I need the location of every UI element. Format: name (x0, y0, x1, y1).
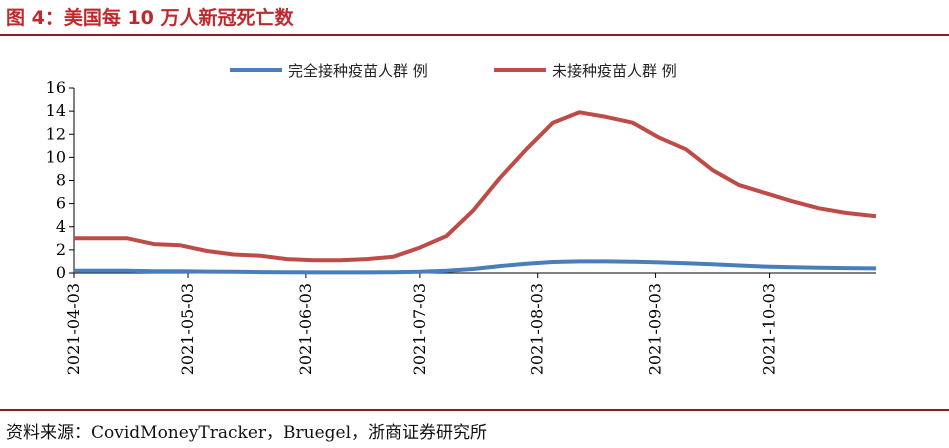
series-line-0 (74, 259, 877, 275)
y-tick-label: 4 (56, 217, 66, 236)
x-tick-label: 2021-07-03 (410, 283, 429, 375)
series-lines (74, 110, 877, 275)
top-rule (0, 34, 949, 36)
chart-legend: 完全接种疫苗人群 例 未接种疫苗人群 例 (230, 62, 677, 80)
y-tick-label: 2 (56, 240, 66, 259)
y-tick-label: 10 (46, 147, 66, 166)
x-tick-label: 2021-06-03 (296, 283, 315, 375)
x-tick-label: 2021-08-03 (528, 283, 547, 375)
series-line-1 (74, 110, 877, 263)
legend-label-1: 未接种疫苗人群 例 (552, 62, 677, 80)
y-tick-label: 6 (56, 194, 66, 213)
chart-axes (73, 88, 876, 274)
x-tick-label: 2021-09-03 (646, 283, 665, 375)
y-tick-label: 0 (56, 263, 66, 282)
legend-label-0: 完全接种疫苗人群 例 (288, 62, 428, 80)
source-note: 资料来源：CovidMoneyTracker，Bruegel，浙商证券研究所 (6, 423, 488, 443)
x-tick-label: 2021-04-03 (64, 283, 83, 375)
y-tick-label: 8 (56, 171, 66, 190)
x-tick-label: 2021-10-03 (760, 283, 779, 375)
x-axis-ticks: 2021-04-03 2021-05-03 2021-06-03 2021-07-03… (64, 273, 779, 375)
figure-title: 图 4：美国每 10 万人新冠死亡数 (6, 7, 294, 29)
x-tick-label: 2021-05-03 (178, 283, 197, 375)
y-tick-label: 12 (46, 124, 66, 143)
bottom-rule (0, 409, 949, 411)
y-tick-label: 16 (46, 78, 66, 97)
y-tick-label: 14 (46, 101, 66, 120)
y-axis-ticks: 0 2 4 6 8 10 12 14 16 (46, 78, 74, 282)
